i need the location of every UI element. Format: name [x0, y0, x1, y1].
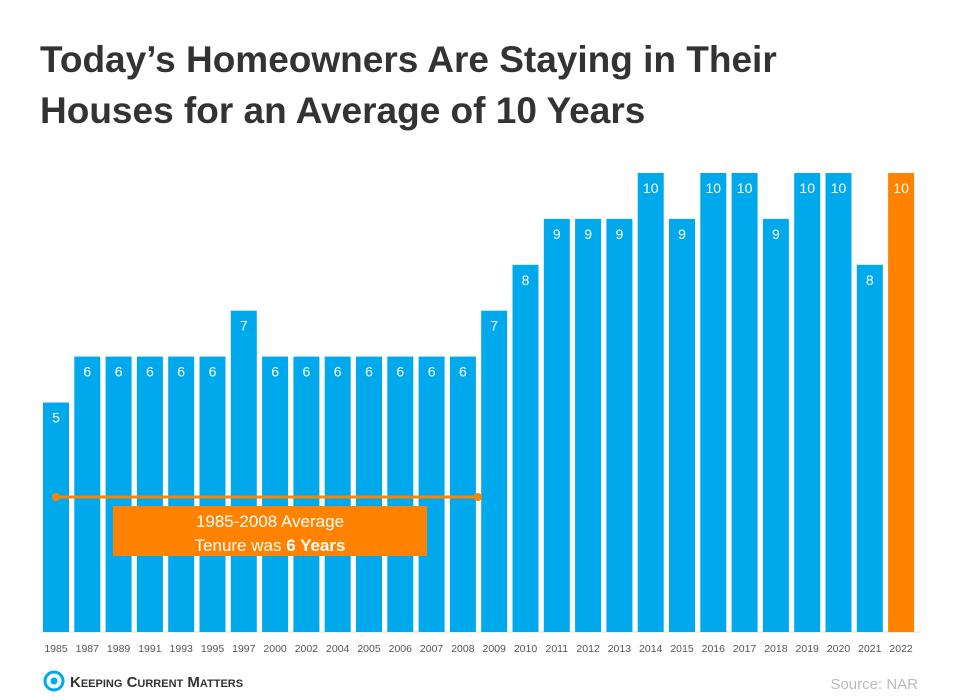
value-label: 6	[459, 364, 467, 380]
bar	[731, 173, 758, 632]
x-tick-label: 1991	[138, 643, 162, 655]
bar	[825, 173, 852, 632]
brand-name: Keeping Current Matters	[70, 674, 243, 691]
annotation-bold: 6 Years	[286, 536, 345, 555]
bar	[74, 356, 101, 632]
x-tick-label: 1997	[232, 643, 256, 655]
average-line-end	[52, 493, 60, 501]
bar	[575, 218, 602, 632]
value-label: 6	[177, 364, 185, 380]
x-tick-label: 2000	[263, 643, 287, 655]
x-tick-label: 1987	[76, 643, 100, 655]
annotation-box	[113, 506, 427, 556]
value-label: 8	[522, 272, 530, 288]
bar	[637, 173, 664, 632]
value-label: 6	[209, 364, 217, 380]
bar	[168, 356, 195, 632]
value-label: 6	[365, 364, 373, 380]
x-tick-label: 2004	[326, 643, 350, 655]
x-tick-label: 1995	[201, 643, 225, 655]
x-tick-label: 2021	[858, 643, 882, 655]
value-label: 6	[146, 364, 154, 380]
x-tick-label: 2017	[733, 643, 757, 655]
bar	[230, 310, 257, 632]
value-label: 9	[772, 226, 780, 242]
value-label: 10	[737, 180, 753, 196]
brand-logo	[50, 677, 58, 685]
value-label: 9	[553, 226, 561, 242]
x-tick-label: 2007	[420, 643, 444, 655]
x-tick-label: 2010	[514, 643, 538, 655]
bar	[199, 356, 226, 632]
bar	[418, 356, 445, 632]
x-tick-label: 2013	[608, 643, 632, 655]
x-tick-label: 1989	[107, 643, 131, 655]
value-label: 6	[303, 364, 311, 380]
value-label: 9	[616, 226, 624, 242]
x-tick-label: 2020	[827, 643, 851, 655]
value-label: 10	[643, 180, 659, 196]
x-tick-label: 2009	[483, 643, 507, 655]
bar	[888, 173, 915, 632]
value-label: 6	[396, 364, 404, 380]
bar	[481, 310, 508, 632]
value-label: 6	[271, 364, 279, 380]
value-label: 7	[490, 318, 498, 334]
x-tick-label: 2008	[451, 643, 475, 655]
value-label: 6	[334, 364, 342, 380]
value-label: 9	[584, 226, 592, 242]
bar	[43, 402, 69, 632]
x-tick-label: 2006	[389, 643, 413, 655]
value-label: 6	[83, 364, 91, 380]
bar	[105, 356, 132, 632]
x-tick-label: 2011	[546, 643, 569, 655]
bar	[449, 356, 476, 632]
x-tick-label: 2022	[889, 643, 913, 655]
value-label: 10	[831, 180, 847, 196]
value-label: 9	[678, 226, 686, 242]
value-label: 10	[706, 180, 722, 196]
value-label: 6	[115, 364, 123, 380]
value-label: 10	[893, 180, 909, 196]
x-tick-label: 2012	[576, 643, 600, 655]
bar	[762, 218, 789, 632]
bar	[543, 218, 570, 632]
annotation-text: Tenure was 6 Years	[195, 536, 346, 555]
value-label: 10	[799, 180, 815, 196]
bar	[293, 356, 320, 632]
bar	[669, 218, 695, 632]
bar	[700, 173, 727, 632]
x-tick-label: 1993	[170, 643, 194, 655]
bar	[136, 356, 163, 632]
bar	[794, 173, 821, 632]
chart-title: Today’s Homeowners Are Staying in Their	[40, 39, 777, 80]
bar	[356, 356, 382, 632]
source: Source: NAR	[830, 676, 918, 693]
value-label: 8	[866, 272, 874, 288]
bar	[606, 218, 633, 632]
annotation-text: 1985-2008 Average	[196, 512, 344, 531]
brand-logo	[43, 670, 65, 692]
value-label: 5	[52, 410, 60, 426]
x-tick-label: 2014	[639, 643, 663, 655]
x-tick-label: 2019	[796, 643, 820, 655]
bar	[324, 356, 351, 632]
annotation-text: Tenure was	[195, 536, 287, 555]
x-tick-label: 2016	[702, 643, 726, 655]
average-line-end	[474, 493, 482, 501]
x-tick-label: 2018	[764, 643, 788, 655]
value-label: 6	[428, 364, 436, 380]
x-tick-label: 2005	[357, 643, 381, 655]
x-tick-label: 1985	[44, 643, 68, 655]
bar	[262, 356, 289, 632]
bar	[387, 356, 414, 632]
chart-title: Houses for an Average of 10 Years	[40, 90, 645, 131]
value-label: 7	[240, 318, 248, 334]
x-tick-label: 2002	[295, 643, 319, 655]
x-tick-label: 2015	[670, 643, 694, 655]
bar	[512, 264, 539, 632]
bar	[856, 264, 883, 632]
